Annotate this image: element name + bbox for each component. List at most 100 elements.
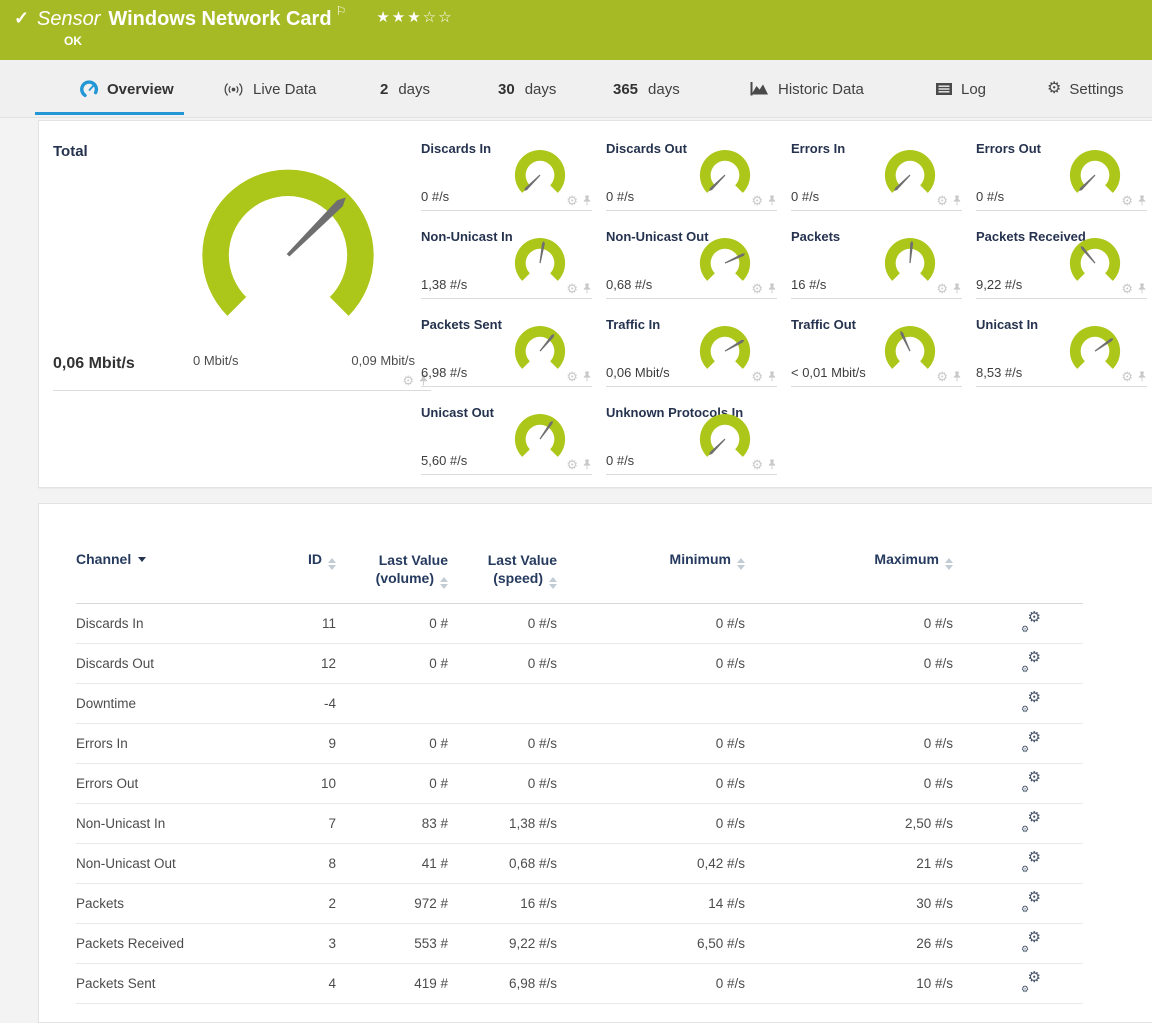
channel-settings-gear-icon[interactable]: ⚙ — [566, 369, 578, 384]
tab-30-days[interactable]: 30 days — [498, 60, 556, 118]
small-gauge-cell[interactable]: Unicast Out 5,60 #/s ⚙ — [421, 401, 592, 475]
small-gauge-cell[interactable]: Packets 16 #/s ⚙ — [791, 225, 962, 299]
channel-settings-gear-icon[interactable]: ⚙ — [1121, 193, 1133, 208]
column-header-channel[interactable]: Channel — [76, 549, 306, 604]
table-row[interactable]: Downtime -4 ⚙ ⚙ — [76, 683, 1083, 724]
status-badge: OK — [64, 34, 82, 48]
channel-settings-gear-icon[interactable]: ⚙ — [566, 193, 578, 208]
pin-icon[interactable] — [952, 282, 962, 295]
small-gauge-cell[interactable]: Packets Received 9,22 #/s ⚙ — [976, 225, 1147, 299]
tab-2-days[interactable]: 2 days — [380, 60, 430, 118]
table-row[interactable]: Discards Out 12 0 # 0 #/s 0 #/s 0 #/s ⚙ ⚙ — [76, 643, 1083, 684]
pin-icon[interactable] — [1137, 194, 1147, 207]
table-row[interactable]: Errors Out 10 0 # 0 #/s 0 #/s 0 #/s ⚙ ⚙ — [76, 763, 1083, 804]
pin-icon[interactable] — [952, 194, 962, 207]
column-header-maximum[interactable]: Maximum — [745, 549, 953, 604]
total-gauge — [202, 169, 374, 316]
cell-channel: Errors In — [76, 723, 306, 764]
column-header-last-value-volume[interactable]: Last Value (volume) — [336, 549, 448, 604]
table-row[interactable]: Non-Unicast Out 8 41 # 0,68 #/s 0,42 #/s… — [76, 843, 1083, 884]
pin-icon[interactable] — [582, 370, 592, 383]
small-gauge-cell[interactable]: Non-Unicast Out 0,68 #/s ⚙ — [606, 225, 777, 299]
pin-icon[interactable] — [767, 282, 777, 295]
small-gauge-cell[interactable]: Discards In 0 #/s ⚙ — [421, 137, 592, 211]
edit-channel-gears-icon[interactable]: ⚙ ⚙ — [1021, 649, 1041, 674]
channel-settings-gear-icon[interactable]: ⚙ — [751, 281, 763, 296]
edit-channel-gears-icon[interactable]: ⚙ ⚙ — [1021, 809, 1041, 834]
pin-icon[interactable] — [418, 373, 429, 387]
pin-icon[interactable] — [1137, 282, 1147, 295]
channel-settings-gear-icon[interactable]: ⚙ — [1121, 281, 1133, 296]
gauge-needle — [909, 240, 914, 264]
channel-settings-gear-icon[interactable]: ⚙ — [566, 457, 578, 472]
gauge-needle — [1080, 245, 1096, 264]
channel-settings-gear-icon[interactable]: ⚙ — [936, 193, 948, 208]
cell-last-value-speed: 16 #/s — [448, 883, 557, 924]
stars-empty[interactable]: ☆☆ — [422, 9, 454, 26]
small-gauge-cell[interactable]: Traffic Out < 0,01 Mbit/s ⚙ — [791, 313, 962, 387]
column-header-channel-label: Channel — [76, 551, 132, 567]
edit-channel-gears-icon[interactable]: ⚙ ⚙ — [1021, 689, 1041, 714]
edit-channel-gears-icon[interactable]: ⚙ ⚙ — [1021, 729, 1041, 754]
channel-settings-gear-icon[interactable]: ⚙ — [936, 369, 948, 384]
table-row[interactable]: Discards In 11 0 # 0 #/s 0 #/s 0 #/s ⚙ ⚙ — [76, 603, 1083, 644]
channel-settings-gear-icon[interactable]: ⚙ — [402, 372, 414, 388]
gauge-scale-min: 0 Mbit/s — [193, 353, 239, 368]
edit-channel-gears-icon[interactable]: ⚙ ⚙ — [1021, 889, 1041, 914]
tab-live-data[interactable]: Live Data — [222, 60, 316, 118]
table-row[interactable]: Packets 2 972 # 16 #/s 14 #/s 30 #/s ⚙ ⚙ — [76, 883, 1083, 924]
gauge-value: 0,06 Mbit/s — [606, 365, 670, 380]
channel-settings-gear-icon[interactable]: ⚙ — [566, 281, 578, 296]
edit-channel-gears-icon[interactable]: ⚙ ⚙ — [1021, 969, 1041, 994]
gauge-value: 0 #/s — [606, 453, 635, 468]
gauge-needle — [1079, 174, 1096, 191]
stars-filled[interactable]: ★★★ — [376, 9, 423, 26]
gauge-title: Unicast Out — [421, 405, 494, 420]
table-row[interactable]: Packets Received 3 553 # 9,22 #/s 6,50 #… — [76, 923, 1083, 964]
cell-channel: Packets — [76, 883, 306, 924]
column-header-last-value-speed[interactable]: Last Value (speed) — [448, 549, 557, 604]
edit-channel-gears-icon[interactable]: ⚙ ⚙ — [1021, 849, 1041, 874]
channel-settings-gear-icon[interactable]: ⚙ — [936, 281, 948, 296]
tab-365-days[interactable]: 365 days — [613, 60, 680, 118]
small-gauge-cell[interactable]: Errors Out 0 #/s ⚙ — [976, 137, 1147, 211]
edit-channel-gears-icon[interactable]: ⚙ ⚙ — [1021, 609, 1041, 634]
edit-channel-gears-icon[interactable]: ⚙ ⚙ — [1021, 929, 1041, 954]
small-gauge-cell[interactable]: Unicast In 8,53 #/s ⚙ — [976, 313, 1147, 387]
tab-overview[interactable]: Overview — [35, 60, 184, 118]
pin-icon[interactable] — [767, 458, 777, 471]
small-gauge-cell[interactable]: Packets Sent 6,98 #/s ⚙ — [421, 313, 592, 387]
pin-icon[interactable] — [1137, 370, 1147, 383]
tab-settings[interactable]: ⚙ Settings — [1047, 60, 1124, 118]
small-gauge-cell[interactable]: Errors In 0 #/s ⚙ — [791, 137, 962, 211]
priority-stars[interactable]: ★★★☆☆ — [376, 9, 453, 26]
table-row[interactable]: Packets Sent 4 419 # 6,98 #/s 0 #/s 10 #… — [76, 963, 1083, 1004]
gauge-dial — [884, 325, 936, 369]
edit-channel-gears-icon[interactable]: ⚙ ⚙ — [1021, 769, 1041, 794]
table-row[interactable]: Errors In 9 0 # 0 #/s 0 #/s 0 #/s ⚙ ⚙ — [76, 723, 1083, 764]
channel-settings-gear-icon[interactable]: ⚙ — [751, 193, 763, 208]
tab-historic-data[interactable]: Historic Data — [750, 60, 864, 118]
small-gauge-cell[interactable]: Traffic In 0,06 Mbit/s ⚙ — [606, 313, 777, 387]
channel-settings-gear-icon[interactable]: ⚙ — [1121, 369, 1133, 384]
column-header-minimum[interactable]: Minimum — [557, 549, 745, 604]
column-header-id[interactable]: ID — [306, 549, 336, 604]
small-gauge-cell[interactable]: Discards Out 0 #/s ⚙ — [606, 137, 777, 211]
pin-icon[interactable] — [767, 194, 777, 207]
small-gauge-cell[interactable]: Non-Unicast In 1,38 #/s ⚙ — [421, 225, 592, 299]
pin-icon[interactable] — [582, 282, 592, 295]
pin-icon[interactable] — [952, 370, 962, 383]
flag-icon[interactable]: ⚐ — [335, 4, 347, 18]
table-row[interactable]: Non-Unicast In 7 83 # 1,38 #/s 0 #/s 2,5… — [76, 803, 1083, 844]
channel-settings-gear-icon[interactable]: ⚙ — [751, 457, 763, 472]
channel-settings-gear-icon[interactable]: ⚙ — [751, 369, 763, 384]
column-header-volume-line2: (volume) — [375, 570, 434, 586]
tab-365-days-label: days — [648, 80, 680, 98]
tab-log[interactable]: Log — [935, 60, 986, 118]
small-gauge-cell[interactable]: Unknown Protocols In 0 #/s ⚙ — [606, 401, 777, 475]
tab-30-days-label: days — [524, 80, 557, 98]
pin-icon[interactable] — [767, 370, 777, 383]
total-gauge-cell[interactable]: Total 0 Mbit/s 0,09 Mbit/s 0,06 Mbit/s ⚙ — [53, 131, 431, 391]
pin-icon[interactable] — [582, 458, 592, 471]
pin-icon[interactable] — [582, 194, 592, 207]
